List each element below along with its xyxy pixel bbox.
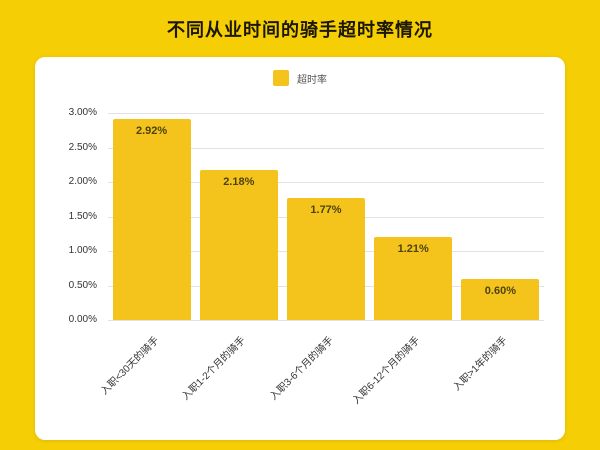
x-axis-category-label: 入职6-12个月的骑手 (351, 335, 423, 407)
gridline (108, 320, 544, 321)
chart-legend: 超时率 (35, 70, 565, 86)
y-axis-tick-label: 0.00% (68, 314, 97, 325)
gridline (108, 113, 544, 114)
x-axis-category-label: 入职1-2个月的骑手 (180, 335, 249, 403)
y-axis-tick-label: 2.00% (68, 176, 97, 187)
x-axis-category-label: 入职>1年的骑手 (451, 335, 510, 394)
bar-4: 1.21% (374, 236, 453, 320)
bar-value-label: 1.21% (397, 242, 429, 255)
x-axis-category-label: 入职<30天的骑手 (98, 335, 161, 398)
bar-value-label: 0.60% (484, 284, 516, 297)
y-axis-tick-label: 1.50% (68, 210, 97, 222)
bar-chart: 0.00% 0.50% 1.00% 1.50% 2.00% 2.50% 3.00% 2.92%… (69, 107, 544, 406)
y-axis-tick-label: 2.50% (68, 141, 97, 153)
bar-1: 2.92% (112, 118, 191, 320)
y-axis-tick-label: 1.00% (68, 245, 97, 256)
bar-value-label: 1.77% (310, 203, 342, 216)
chart-card: 超时率 0.00% 0.50% 1.00% 1.50% 2.00% 2.50% 3.00% 2… (35, 57, 565, 440)
bar-value-label: 2.18% (223, 175, 255, 188)
page-title: 不同从业时间的骑手超时率情况 (167, 20, 433, 40)
legend-label: 超时率 (297, 74, 327, 86)
y-axis-tick-label: 3.00% (68, 107, 97, 118)
y-axis-tick-label: 0.50% (68, 279, 97, 291)
bar-5: 0.60% (461, 278, 540, 320)
bar-3: 1.77% (287, 197, 365, 320)
legend-swatch (273, 70, 289, 86)
bar-value-label: 2.92% (135, 124, 168, 137)
gridline (108, 147, 544, 149)
x-axis-category-label: 入职3-6个月的骑手 (267, 335, 336, 403)
bar-2: 2.18% (199, 169, 278, 320)
gridline (108, 182, 544, 183)
